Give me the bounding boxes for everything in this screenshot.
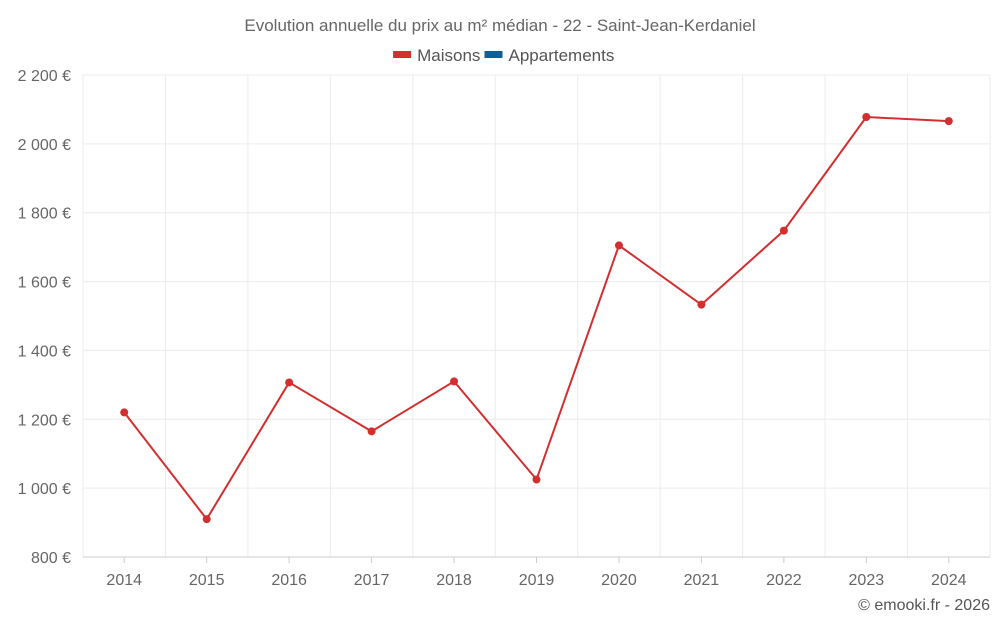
legend-swatch xyxy=(484,51,503,58)
data-point-2019[interactable] xyxy=(532,475,541,484)
data-point-2021[interactable] xyxy=(697,300,706,309)
data-point-2023[interactable] xyxy=(862,113,871,122)
y-tick-label: 1 400 € xyxy=(18,343,71,360)
data-point-2017[interactable] xyxy=(367,427,376,436)
x-tick-label: 2020 xyxy=(601,572,637,589)
x-tick-label: 2016 xyxy=(271,572,307,589)
y-tick-label: 1 200 € xyxy=(18,412,71,429)
chart-title: Evolution annuelle du prix au m² médian … xyxy=(244,16,755,35)
legend-item[interactable]: Appartements xyxy=(484,46,615,65)
x-tick-label: 2023 xyxy=(849,572,885,589)
data-point-2014[interactable] xyxy=(120,408,129,417)
y-tick-label: 1 000 € xyxy=(18,481,71,498)
x-tick-label: 2017 xyxy=(354,572,390,589)
data-point-2024[interactable] xyxy=(944,117,953,126)
legend-label: Appartements xyxy=(509,46,615,65)
x-tick-label: 2014 xyxy=(106,572,142,589)
credit-label: © emooki.fr - 2026 xyxy=(858,597,990,614)
legend-swatch xyxy=(393,51,412,58)
grid-lines xyxy=(82,74,991,557)
legend-item[interactable]: Maisons xyxy=(393,46,480,65)
data-point-2020[interactable] xyxy=(614,241,623,250)
x-tick-label: 2015 xyxy=(189,572,225,589)
y-tick-label: 1 600 € xyxy=(18,275,71,292)
x-tick-label: 2022 xyxy=(766,572,802,589)
data-point-2018[interactable] xyxy=(450,377,459,386)
legend-label: Maisons xyxy=(417,46,480,65)
y-tick-label: 2 200 € xyxy=(18,68,71,85)
data-point-2016[interactable] xyxy=(285,378,294,387)
y-tick-label: 2 000 € xyxy=(18,137,71,154)
y-axis-ticks: 800 € 1 000 € 1 200 € 1 400 € 1 600 € 1 800 €… xyxy=(18,68,71,567)
series-group xyxy=(120,113,953,524)
x-tick-label: 2019 xyxy=(519,572,555,589)
y-tick-label: 800 € xyxy=(31,550,71,567)
x-axis-ticks: 2014 2015 2016 2017 2018 2019 2020 2021 2022 2023… xyxy=(106,557,967,589)
x-tick-label: 2021 xyxy=(684,572,720,589)
x-tick-label: 2018 xyxy=(436,572,472,589)
x-tick-label: 2024 xyxy=(931,572,967,589)
legend: Maisons Appartements xyxy=(393,46,614,65)
data-point-2022[interactable] xyxy=(779,226,788,235)
y-tick-label: 1 800 € xyxy=(18,206,71,223)
data-point-2015[interactable] xyxy=(202,515,211,524)
